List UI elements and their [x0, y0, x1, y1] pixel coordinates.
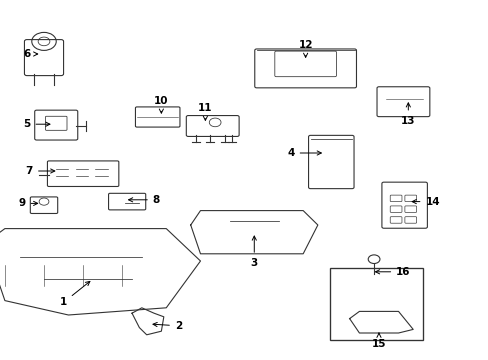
Bar [329, 268, 422, 340]
Text: 3: 3 [250, 236, 257, 268]
Text: 7: 7 [25, 166, 55, 176]
Text: 13: 13 [400, 103, 415, 126]
Text: 12: 12 [298, 40, 312, 57]
Text: 4: 4 [286, 148, 321, 158]
Text: 2: 2 [153, 321, 182, 331]
Text: 14: 14 [411, 197, 439, 207]
Text: 8: 8 [128, 195, 160, 205]
Text: 10: 10 [154, 96, 168, 113]
Text: 6: 6 [23, 49, 38, 59]
Text: 9: 9 [19, 198, 38, 208]
Text: 16: 16 [375, 267, 410, 277]
Text: 11: 11 [198, 103, 212, 120]
Text: 15: 15 [371, 333, 386, 349]
Text: 5: 5 [23, 119, 50, 129]
Text: 1: 1 [60, 282, 90, 307]
